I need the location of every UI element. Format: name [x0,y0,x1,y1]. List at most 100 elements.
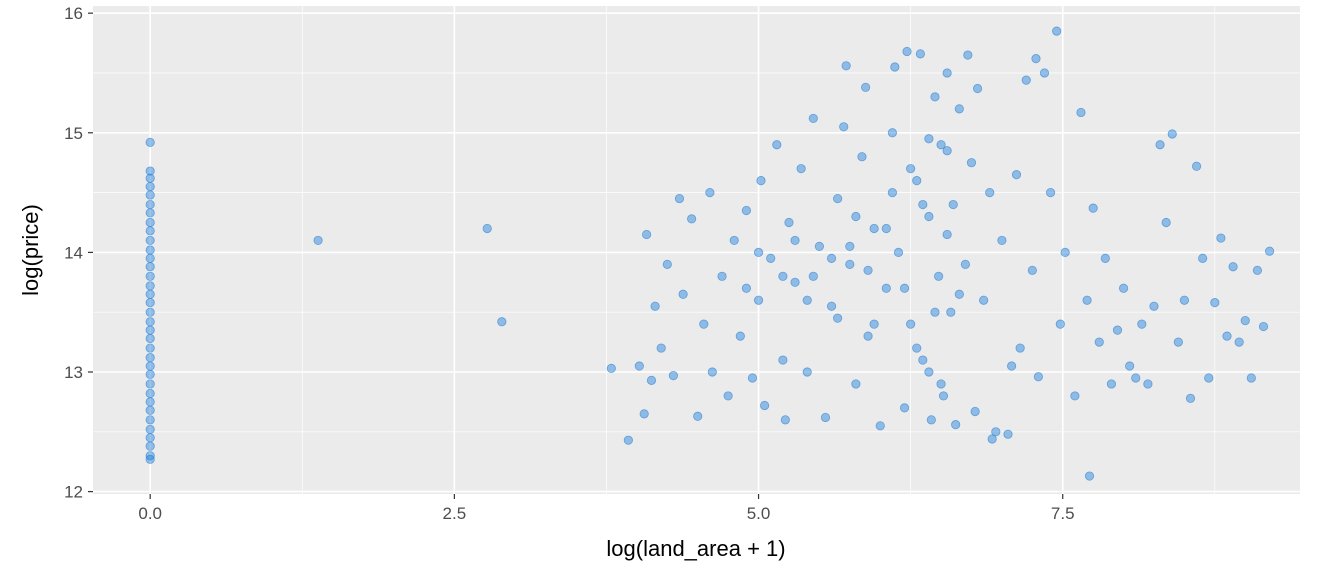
data-point [778,355,788,365]
data-point [729,235,739,246]
data-point [482,223,492,234]
data-point [497,317,507,327]
data-point [145,217,155,228]
data-point [912,343,922,353]
data-point [902,46,912,57]
data-point [145,298,155,308]
data-point [1252,265,1263,275]
data-point [1264,246,1275,256]
data-point [899,403,910,413]
data-point [991,427,1001,437]
data-point [606,363,616,374]
data-point [926,415,936,425]
data-point [145,388,155,399]
data-point [1015,343,1025,353]
data-point [1137,319,1147,329]
data-point [1031,54,1041,64]
x-tick-label: 7.5 [1051,504,1075,523]
data-point [634,361,644,371]
data-point [863,331,873,341]
data-point [753,247,764,257]
data-point [741,283,751,293]
data-point [1246,373,1256,383]
data-point [145,226,155,236]
data-point [833,193,843,204]
data-point [979,295,989,305]
data-point [747,373,758,383]
data-point [707,367,717,377]
data-point [699,319,709,329]
data-point [987,434,997,444]
data-point [890,62,900,72]
data-point [674,193,685,204]
data-point [646,375,657,385]
data-point [930,92,940,102]
data-point [1185,393,1196,403]
data-point [1179,295,1190,305]
data-point [972,83,983,94]
data-point [954,289,964,299]
data-point [1003,429,1013,439]
data-point [656,343,666,353]
data-point [808,113,818,124]
data-point [938,391,949,401]
data-point [963,50,973,60]
data-point [839,122,849,132]
data-point [790,235,800,246]
data-point [887,128,897,138]
data-point [145,253,155,263]
data-point [313,235,323,246]
data-point [145,137,155,147]
data-point [869,319,879,329]
data-point [145,208,155,218]
data-point [1222,331,1232,341]
data-point [705,187,715,198]
data-point [918,355,928,365]
data-point [915,49,925,59]
data-point [693,411,703,421]
data-point [1106,379,1117,389]
data-points [145,26,1275,481]
data-point [924,367,934,377]
data-point [678,289,688,299]
data-point [1045,187,1056,198]
data-point [735,331,745,341]
data-point [851,379,861,389]
data-point [1055,319,1065,329]
data-point [1007,361,1017,371]
data-point [966,158,977,168]
data-point [145,424,155,435]
y-axis-title: log(price) [18,204,43,296]
data-point [899,283,910,293]
data-point [145,353,155,363]
data-point [912,176,922,186]
data-point [851,211,861,222]
data-point [857,152,867,162]
data-point [1149,301,1159,311]
data-point [1198,253,1208,263]
data-point [1191,161,1202,171]
data-point [826,301,837,311]
data-point [869,223,879,234]
data-point [1258,321,1269,332]
data-point [723,391,733,401]
data-point [145,369,155,379]
y-tick-label: 13 [64,363,83,382]
data-point [1060,247,1070,257]
data-point [951,420,961,430]
data-point [1088,203,1098,213]
data-point [833,313,843,323]
x-tick-label: 5.0 [747,504,771,523]
data-point [1084,471,1095,481]
data-point [861,82,871,92]
data-point [145,405,155,415]
data-point [145,182,155,192]
y-tick-labels: 12 13 14 15 16 [64,4,83,501]
data-point [893,247,904,257]
data-point [1082,295,1092,305]
data-point [1216,233,1226,243]
y-tick-label: 16 [64,4,83,23]
axis-ticks [88,12,1064,499]
data-point [753,295,764,305]
